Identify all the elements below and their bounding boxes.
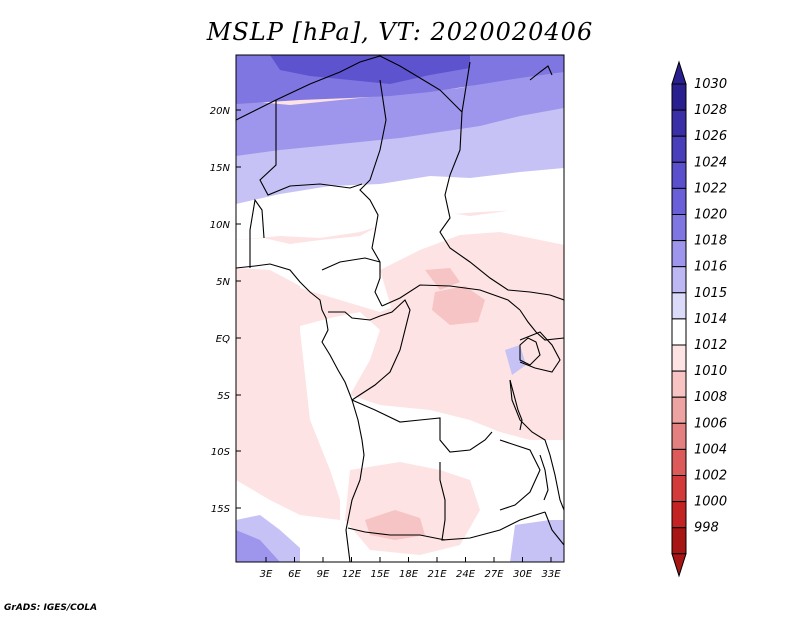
colorbar-label: 1026 bbox=[694, 129, 727, 144]
lon-tick-label: 3E bbox=[260, 569, 273, 580]
field-region-1016 bbox=[236, 100, 564, 204]
colorbar-label: 1015 bbox=[694, 286, 727, 301]
colorbar-segment bbox=[671, 422, 687, 450]
colorbar-label: 1024 bbox=[694, 155, 727, 170]
border-chad-sudan bbox=[439, 111, 564, 301]
colorbar-label: 1016 bbox=[694, 260, 727, 275]
colorbar-label: 1002 bbox=[694, 469, 727, 484]
colorbar-label: 1008 bbox=[694, 390, 727, 405]
border-angola-namibia bbox=[347, 527, 446, 541]
colorbar-segment bbox=[671, 448, 687, 476]
colorbar-label: 1028 bbox=[694, 103, 727, 118]
grads-credit: GrADS: IGES/COLA bbox=[4, 603, 98, 613]
field-region-1015-north bbox=[236, 160, 564, 240]
colorbar-segment bbox=[671, 475, 687, 503]
colorbar-segment bbox=[671, 501, 687, 529]
colorbar-segment bbox=[671, 214, 687, 242]
colorbar-segment bbox=[671, 161, 687, 189]
colorbar-label: 1018 bbox=[694, 234, 727, 249]
lon-tick-label: 15E bbox=[370, 569, 390, 580]
border-car bbox=[381, 284, 521, 311]
lat-tick-label: 10N bbox=[210, 220, 231, 231]
colorbar-segment bbox=[671, 266, 687, 294]
colorbar-bottom-arrow bbox=[671, 553, 687, 578]
coastline-west bbox=[236, 263, 365, 562]
field-region-1015-southeast bbox=[510, 520, 564, 562]
lat-tick-label: 15N bbox=[210, 163, 231, 174]
border-tanzania bbox=[509, 379, 564, 511]
field-region-1010-c bbox=[365, 510, 425, 540]
border-angola-zambia bbox=[439, 462, 546, 541]
colorbar-segment bbox=[671, 83, 687, 111]
lat-tick-label: EQ bbox=[216, 334, 230, 345]
lon-tick-label: 18E bbox=[399, 569, 419, 580]
colorbar-label: 1020 bbox=[694, 208, 727, 223]
field-region-1012-central bbox=[380, 232, 564, 425]
lat-tick-label: 5N bbox=[216, 277, 230, 288]
lon-tick-label: 27E bbox=[484, 569, 504, 580]
colorbar-segment bbox=[671, 292, 687, 320]
border-cameroon bbox=[321, 257, 381, 271]
field-region-1015-lake bbox=[505, 345, 526, 375]
colorbar-label: 1030 bbox=[694, 77, 727, 92]
border-nigeria-niger bbox=[259, 100, 363, 196]
colorbar: 1030 1028 1026 1024 1022 1020 1018 1016 1015 1014… bbox=[671, 60, 727, 578]
colorbar-segment bbox=[671, 527, 687, 555]
border-north bbox=[236, 55, 471, 121]
colorbar-label: 1022 bbox=[694, 181, 727, 196]
border-uganda bbox=[519, 331, 561, 373]
lake-malawi bbox=[539, 454, 549, 501]
lon-tick-label: 30E bbox=[513, 569, 533, 580]
colorbar-label: 1004 bbox=[694, 442, 727, 457]
colorbar-label: 1012 bbox=[694, 338, 727, 353]
colorbar-segment bbox=[671, 135, 687, 163]
lat-tick-label: 5S bbox=[217, 391, 230, 402]
colorbar-segment bbox=[671, 240, 687, 268]
colorbar-segment bbox=[671, 109, 687, 137]
colorbar-label: 998 bbox=[694, 521, 719, 536]
lake-victoria bbox=[519, 337, 541, 366]
lat-tick-label: 20N bbox=[210, 106, 231, 117]
field-region-1018 bbox=[236, 70, 564, 156]
lat-tick-label: 15S bbox=[211, 504, 231, 515]
border-benin bbox=[249, 198, 265, 268]
field-region-1012-west bbox=[236, 268, 340, 520]
colorbar-segment bbox=[671, 187, 687, 215]
lat-tick-label: 10S bbox=[211, 447, 231, 458]
colorbar-segment bbox=[671, 370, 687, 398]
field-region-1010-b bbox=[432, 286, 485, 325]
border-zambia-malawi bbox=[499, 439, 541, 511]
colorbar-segment bbox=[671, 396, 687, 424]
lon-tick-label: 21E bbox=[427, 569, 447, 580]
field-region-1016-southwest bbox=[236, 530, 280, 562]
lon-tick-label: 6E bbox=[288, 569, 301, 580]
chart-title: MSLP [hPa], VT: 2020020406 bbox=[206, 18, 594, 46]
colorbar-label: 1014 bbox=[694, 312, 727, 327]
northeast-coast bbox=[529, 65, 553, 81]
lon-tick-label: 33E bbox=[541, 569, 561, 580]
border-mozambique bbox=[544, 511, 564, 546]
field-region-1022 bbox=[270, 55, 470, 84]
lake-tanganyika bbox=[509, 379, 523, 431]
colorbar-segment bbox=[671, 318, 687, 346]
colorbar-label: 1010 bbox=[694, 364, 727, 379]
country-borders bbox=[236, 55, 564, 562]
longitude-axis: 3E 6E 9E 12E 15E 18E 21E 24E 27E 30E 33E bbox=[260, 557, 561, 580]
latitude-axis: 20N 15N 10N 5N EQ 5S 10S 15S bbox=[210, 106, 241, 515]
lon-tick-label: 9E bbox=[317, 569, 330, 580]
border-drc-angola bbox=[351, 399, 493, 453]
border-chad-nigeria bbox=[359, 79, 387, 307]
border-congo bbox=[328, 299, 411, 401]
colorbar-label: 1000 bbox=[694, 495, 727, 510]
colorbar-top-arrow bbox=[671, 60, 687, 85]
colorbar-label: 1006 bbox=[694, 416, 727, 431]
colorbar-segment bbox=[671, 344, 687, 372]
border-east-africa bbox=[519, 309, 564, 341]
pressure-field bbox=[236, 55, 564, 562]
map-frame bbox=[235, 54, 565, 563]
lon-tick-label: 12E bbox=[342, 569, 362, 580]
field-region-1010-a bbox=[425, 268, 460, 290]
lon-tick-label: 24E bbox=[456, 569, 476, 580]
